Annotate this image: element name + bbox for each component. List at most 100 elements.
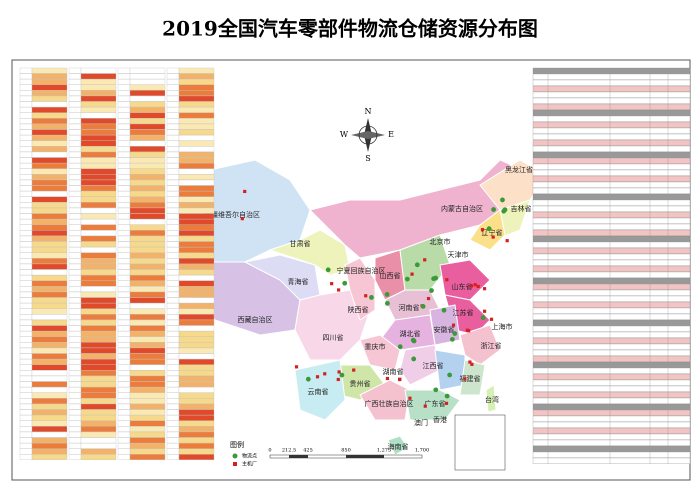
table-cell [19,291,33,298]
table-cell [31,235,68,242]
table-cell [19,224,33,231]
table-cell [166,112,180,119]
logistics-marker [384,292,390,297]
table-cell [68,202,82,208]
table-cell [117,409,131,416]
table-cell [68,230,82,236]
plant-marker [364,294,368,298]
scale-label: 212.5 [282,448,296,454]
plant-marker [463,377,467,381]
table-cell [178,303,215,309]
plant-marker [337,370,341,374]
table-row [532,79,691,86]
table-cell [178,370,215,376]
table-cell [19,443,33,449]
table-cell [166,84,180,91]
table-cell [19,207,33,214]
table-cell [129,129,166,136]
table-cell [19,174,33,180]
table-row [532,175,691,182]
table-cell [68,163,82,169]
table-cell [129,275,166,281]
table-cell [80,291,117,298]
table-cell [178,275,215,281]
table-cell [117,191,131,197]
table-cell [129,224,166,231]
table-cell [129,157,166,164]
table-cell [31,213,68,220]
table-cell [19,235,33,242]
plant-marker [385,376,390,381]
table-cell [166,331,180,337]
table-cell [19,336,33,343]
table-cell [117,163,131,169]
table-cell [31,146,68,152]
logistics-marker [305,376,311,382]
table-cell [80,107,117,113]
table-cell [80,213,117,220]
table-cell [68,437,82,444]
table-cell [117,426,131,432]
table-cell [80,443,117,449]
table-cell [166,387,180,393]
logistics-marker [342,280,348,286]
province-label: 西藏自治区 [238,315,273,324]
table-row [532,325,691,332]
table-cell [129,112,166,119]
table-cell [80,336,117,343]
table-cell [31,84,68,91]
table-cell [178,269,215,276]
table-row [532,109,691,116]
table-cell [129,319,166,326]
table-cell [80,67,117,74]
table-cell [19,140,33,147]
logistics-marker [411,338,417,344]
table-cell [178,437,215,444]
table-cell [178,403,215,410]
table-cell [129,241,166,248]
table-cell [117,123,131,130]
table-cell [19,252,33,259]
table-cell [31,241,68,248]
table-row [532,139,691,146]
table-row [532,445,691,452]
table-cell [129,263,166,270]
table-cell [80,286,117,292]
table-cell [178,325,215,332]
table-row [532,295,691,302]
table-cell [178,213,215,220]
table-cell [178,359,215,365]
table-cell [117,437,131,444]
table-row [532,229,691,236]
table-row [532,403,691,410]
table-row [532,265,691,272]
table-cell [31,381,68,388]
table-cell [166,263,180,270]
table-cell [68,213,82,220]
plant-marker [444,401,449,405]
table-cell [68,319,82,326]
table-cell [117,168,131,175]
table-cell [178,118,215,124]
table-row [532,145,691,152]
province-label: 台湾 [485,395,499,404]
table-cell [166,135,180,141]
table-row [532,211,691,218]
table-row [532,115,691,122]
plant-marker [426,296,431,301]
table-cell [166,359,180,365]
table-cell [117,443,131,449]
table-cell [166,443,180,449]
plant-marker [410,272,414,276]
table-cell [129,387,166,393]
table-cell [68,443,82,449]
table-cell [178,308,215,315]
logistics-marker [339,372,345,378]
logistics-marker [452,331,458,336]
table-cell [31,163,68,169]
table-cell [31,191,68,197]
table-cell [129,375,166,382]
table-row [532,319,691,326]
table-cell [19,409,33,416]
table-cell [129,174,166,180]
